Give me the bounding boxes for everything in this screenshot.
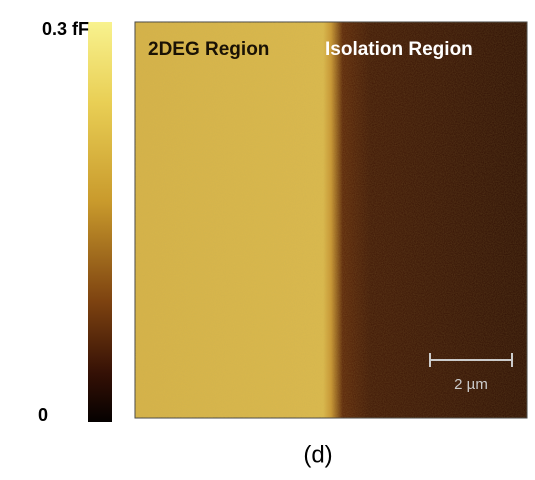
region-label: 2DEG Region <box>148 39 269 60</box>
map-texture <box>135 22 527 418</box>
caption: (d) <box>303 441 332 468</box>
colorbar-min-label: 0 <box>38 405 48 425</box>
scale-bar-label: 2 µm <box>454 376 488 393</box>
colorbar-max-label: 0.3 fF <box>42 19 89 39</box>
colorbar <box>88 22 112 422</box>
region-label: Isolation Region <box>325 39 473 60</box>
